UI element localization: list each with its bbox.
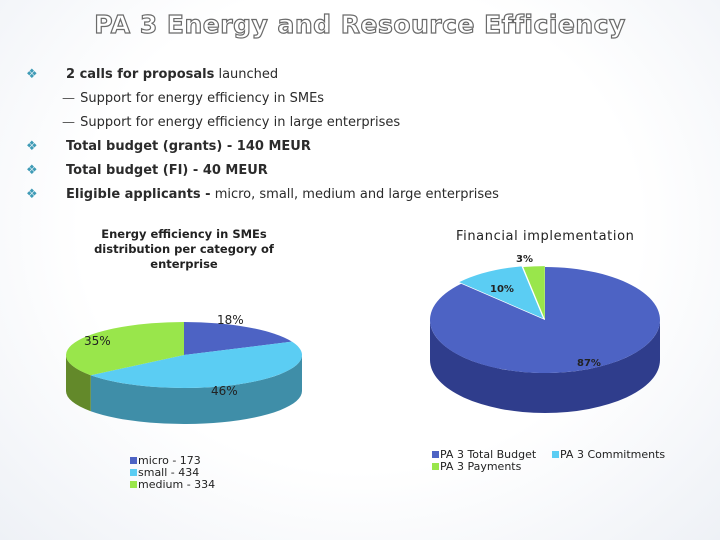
diamond-cluster-icon: ❖ [26,139,38,154]
sub-bullet-item: — Support for energy efficiency in large… [26,112,706,136]
sub-bullet-item: — Support for energy efficiency in SMEs [26,88,706,112]
pie-slice [90,341,303,389]
legend-label: PA 3 Total Budget [440,448,537,461]
bullet-bold-text: Total budget (grants) - 140 MEUR [66,139,311,154]
diamond-cluster-icon: ❖ [26,67,38,82]
diamond-cluster-icon: ❖ [26,187,38,202]
legend-item: PA 3 Commitments [552,449,665,461]
slide-title: PA 3 Energy and Resource Efficiency [94,9,626,39]
legend-swatch [432,451,439,458]
legend-item: small - 434 [130,467,215,479]
pie-slice [184,322,292,355]
pie-data-label: 46% [211,384,238,398]
bullet-item: ❖ Total budget (FI) - 40 MEUR [26,160,706,184]
pie-data-label: 18% [217,313,244,327]
legend-swatch [552,451,559,458]
pie-data-label: 10% [490,284,514,295]
bullet-bold-text: Eligible applicants - [66,187,211,202]
legend-item: medium - 334 [130,479,215,491]
chart2-title: Financial implementation [456,229,635,244]
legend-swatch [130,481,137,488]
chart1-legend: micro - 173 small - 434 medium - 334 [130,455,215,491]
bullet-item: ❖ 2 calls for proposals launched [26,64,706,88]
bullet-item: ❖ Total budget (grants) - 140 MEUR [26,136,706,160]
bullet-text: micro, small, medium and large enterpris… [210,187,499,202]
bullet-bold-text: Total budget (FI) - 40 MEUR [66,163,268,178]
legend-label: small - 434 [138,466,200,479]
chart1-title: Energy efficiency in SMEs distribution p… [84,227,284,272]
pie-slice-side [90,355,303,425]
chart1-title-line: enterprise [150,257,218,271]
legend-label: micro - 173 [138,454,201,467]
dash-icon: — [62,115,75,130]
pie-data-label: 87% [577,358,601,369]
diamond-cluster-icon: ❖ [26,163,38,178]
legend-swatch [130,469,137,476]
pie-slice-side [430,320,660,413]
pie-slice [65,322,184,376]
sub-bullet-text: Support for energy efficiency in large e… [80,115,401,130]
pie-slice [430,267,660,373]
legend-label: medium - 334 [138,478,216,491]
bullet-text: launched [214,67,279,82]
bullet-bold-text: 2 calls for proposals [66,67,215,82]
pie-data-label: 35% [84,334,111,348]
pie-slice [523,266,545,320]
chart1-title-line: distribution per category of [94,242,274,256]
legend-item: micro - 173 [130,455,215,467]
chart2-legend-extra: PA 3 Commitments [552,449,665,461]
pie-slice [459,266,544,319]
bullet-item: ❖ Eligible applicants - micro, small, me… [26,184,706,208]
dash-icon: — [62,91,75,106]
legend-label: PA 3 Commitments [560,448,666,461]
chart2-legend: PA 3 Total Budget PA 3 Payments [432,449,536,473]
sub-bullet-text: Support for energy efficiency in SMEs [80,91,325,106]
pie-slice-side [66,355,91,412]
legend-label: PA 3 Payments [440,460,522,473]
legend-item: PA 3 Payments [432,461,536,473]
bullet-list: ❖ 2 calls for proposals launched — Suppo… [26,64,706,208]
legend-swatch [130,457,137,464]
legend-item: PA 3 Total Budget [432,449,536,461]
chart1-title-line: Energy efficiency in SMEs [101,227,267,241]
legend-swatch [432,463,439,470]
pie-data-label: 3% [516,254,533,265]
